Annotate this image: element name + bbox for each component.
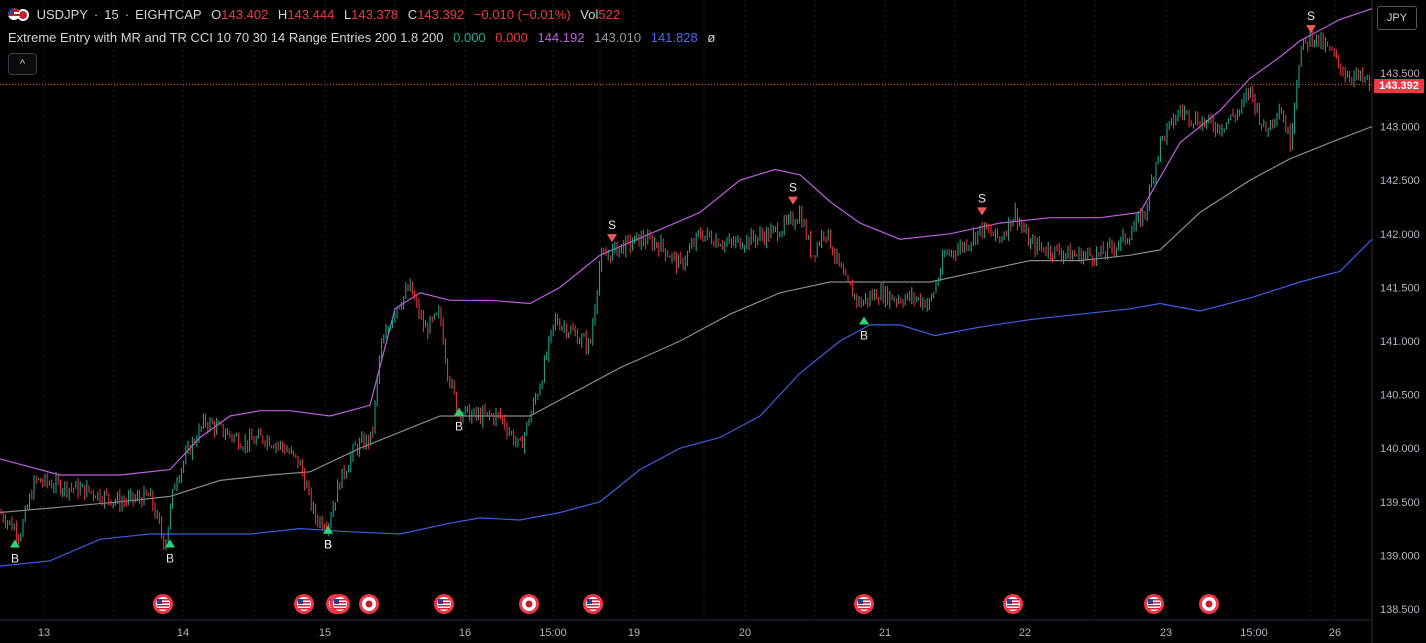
- buy-signal-label: B: [860, 329, 868, 343]
- symbol-name[interactable]: USDJPY: [36, 7, 88, 22]
- usa-event-icon[interactable]: [294, 594, 314, 614]
- sell-signal-marker: [1306, 25, 1316, 34]
- y-tick-label: 142.000: [1380, 229, 1420, 241]
- close-value: 143.392: [417, 7, 465, 22]
- x-tick-label: 19: [628, 627, 640, 639]
- indicator-value-lower: 141.828: [650, 30, 698, 45]
- japan-event-icon[interactable]: [519, 594, 539, 614]
- x-tick-label: 22: [1019, 627, 1031, 639]
- close-label: C: [407, 7, 418, 22]
- open-label: O: [211, 7, 222, 22]
- buy-signal-marker: [323, 525, 333, 534]
- buy-signal-label: B: [324, 538, 332, 552]
- buy-signal-label: B: [455, 420, 463, 434]
- x-tick-label: 14: [177, 627, 189, 639]
- y-tick-label: 141.500: [1380, 282, 1420, 294]
- sell-signal-label: S: [1307, 9, 1315, 23]
- y-tick-label: 143.000: [1380, 122, 1420, 134]
- japan-event-icon[interactable]: [1199, 594, 1219, 614]
- x-tick-label: 15:00: [539, 627, 567, 639]
- usa-event-icon[interactable]: [153, 594, 173, 614]
- buy-signal-label: B: [166, 552, 174, 566]
- buy-signal-marker: [859, 316, 869, 325]
- y-tick-label: 140.500: [1380, 390, 1420, 402]
- usa-event-icon[interactable]: [1003, 594, 1023, 614]
- symbol-legend: USDJPY · 15 · EIGHTCAP O143.402 H143.444 L14…: [8, 7, 626, 22]
- japan-flag-icon: [19, 11, 27, 19]
- x-tick-label: 23: [1160, 627, 1172, 639]
- y-tick-label: 139.500: [1380, 497, 1420, 509]
- sell-signal-label: S: [608, 218, 616, 232]
- mid-band-line: [0, 126, 1373, 514]
- y-tick-label: 138.500: [1380, 604, 1420, 616]
- open-value: 143.402: [221, 7, 269, 22]
- sell-signal-marker: [788, 196, 798, 205]
- usa-event-icon[interactable]: [434, 594, 454, 614]
- buy-signal-marker: [454, 407, 464, 416]
- indicator-legend[interactable]: Extreme Entry with MR and TR CCI 10 70 3…: [8, 30, 721, 45]
- usa-event-icon[interactable]: [330, 594, 350, 614]
- chevron-up-icon: ^: [19, 58, 26, 70]
- exchange: EIGHTCAP: [135, 7, 202, 22]
- sell-signal-label: S: [978, 191, 986, 205]
- x-tick-label: 16: [459, 627, 471, 639]
- low-value: 143.378: [351, 7, 399, 22]
- indicator-value-buy: 0.000: [453, 30, 486, 45]
- currency-badge[interactable]: JPY: [1377, 6, 1417, 30]
- usa-event-icon[interactable]: [583, 594, 603, 614]
- buy-signal-marker: [165, 539, 175, 548]
- usa-event-icon[interactable]: [1144, 594, 1164, 614]
- change-value: −0.010 (−0.01%): [473, 7, 571, 22]
- x-tick-label: 13: [38, 627, 50, 639]
- indicator-value-upper: 144.192: [537, 30, 585, 45]
- collapse-legend-button[interactable]: ^: [8, 53, 37, 75]
- indicator-value-na: ø: [707, 30, 716, 45]
- sell-signal-marker: [977, 207, 987, 216]
- x-tick-label: 20: [739, 627, 751, 639]
- y-tick-label: 141.000: [1380, 336, 1420, 348]
- y-tick-label: 143.500: [1380, 68, 1420, 80]
- low-label: L: [343, 7, 352, 22]
- y-tick-label: 142.500: [1380, 175, 1420, 187]
- volume-value: 522: [598, 7, 621, 22]
- usa-flag-icon: [8, 8, 20, 20]
- sell-signal-label: S: [789, 181, 797, 195]
- separator: ·: [124, 7, 130, 22]
- price-axis: [1372, 0, 1426, 643]
- japan-event-icon[interactable]: [359, 594, 379, 614]
- interval[interactable]: 15: [104, 7, 119, 22]
- x-tick-label: 15: [319, 627, 331, 639]
- y-tick-label: 139.000: [1380, 550, 1420, 562]
- indicator-value-sell: 0.000: [495, 30, 528, 45]
- lower-band-line: [0, 238, 1373, 567]
- usa-event-icon[interactable]: [854, 594, 874, 614]
- separator: ·: [93, 7, 99, 22]
- x-tick-label: 26: [1329, 627, 1341, 639]
- high-label: H: [277, 7, 288, 22]
- indicator-value-mid: 143.010: [594, 30, 642, 45]
- x-tick-label: 21: [879, 627, 891, 639]
- high-value: 143.444: [287, 7, 335, 22]
- volume-label: Vol: [580, 7, 599, 22]
- y-tick-label: 140.000: [1380, 443, 1420, 455]
- last-price-tag: 143.392: [1374, 79, 1424, 93]
- buy-signal-label: B: [324, 538, 332, 552]
- sell-signal-marker: [607, 234, 617, 243]
- buy-signal-marker: [10, 539, 20, 548]
- x-tick-label: 15:00: [1240, 627, 1268, 639]
- buy-signal-label: B: [11, 552, 19, 566]
- indicator-name[interactable]: Extreme Entry with MR and TR CCI 10 70 3…: [8, 30, 444, 45]
